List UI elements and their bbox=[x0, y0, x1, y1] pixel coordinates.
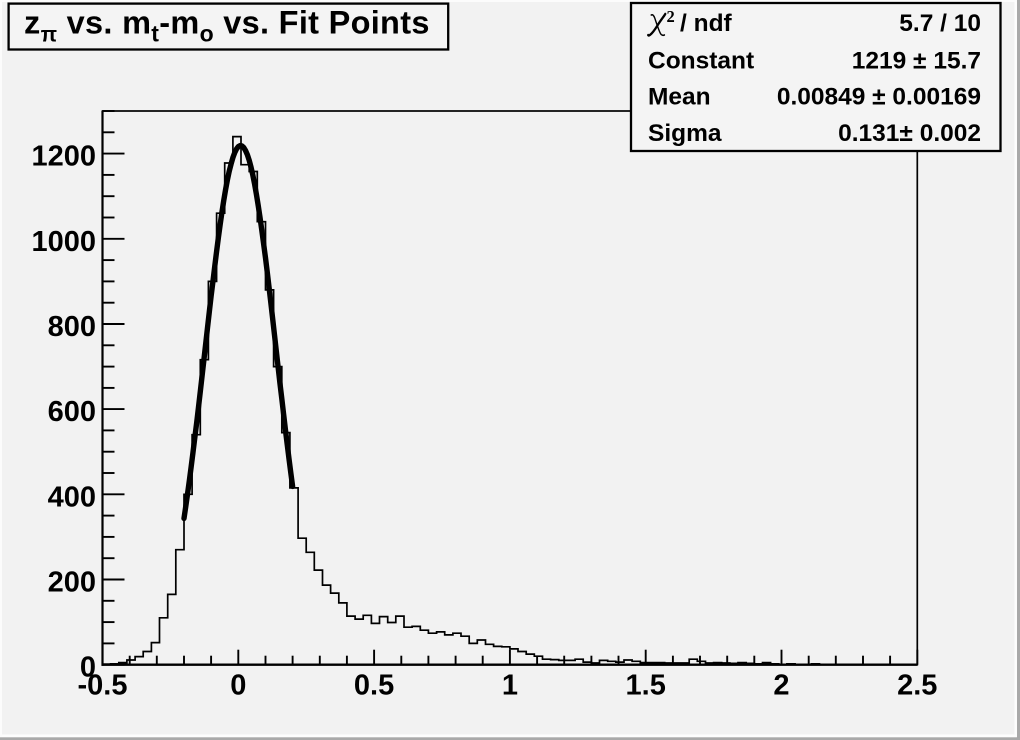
svg-text:400: 400 bbox=[48, 481, 96, 513]
svg-text:0.5: 0.5 bbox=[354, 670, 394, 702]
svg-text:zπ vs. mt-mo vs. Fit Points: zπ vs. mt-mo vs. Fit Points bbox=[24, 5, 430, 47]
svg-text:-0.5: -0.5 bbox=[78, 670, 128, 702]
svg-text:2.5: 2.5 bbox=[897, 670, 937, 702]
svg-text:1: 1 bbox=[502, 670, 518, 702]
svg-text:1000: 1000 bbox=[31, 226, 96, 258]
svg-text:200: 200 bbox=[48, 567, 96, 599]
svg-text:Constant: Constant bbox=[648, 48, 754, 75]
svg-text:2: 2 bbox=[773, 670, 789, 702]
svg-text:Sigma: Sigma bbox=[648, 120, 722, 147]
svg-text:5.7 / 10: 5.7 / 10 bbox=[899, 10, 981, 37]
svg-text:0: 0 bbox=[80, 652, 96, 684]
svg-text:0.131± 0.002: 0.131± 0.002 bbox=[838, 120, 981, 147]
svg-text:1.5: 1.5 bbox=[626, 670, 666, 702]
svg-text:0.00849 ± 0.00169: 0.00849 ± 0.00169 bbox=[777, 84, 981, 111]
svg-text:Mean: Mean bbox=[648, 84, 711, 111]
svg-text:1219 ± 15.7: 1219 ± 15.7 bbox=[852, 48, 981, 75]
svg-text:0: 0 bbox=[230, 670, 246, 702]
svg-text:/ ndf: / ndf bbox=[680, 10, 733, 37]
svg-text:1200: 1200 bbox=[31, 141, 96, 173]
svg-text:600: 600 bbox=[48, 396, 96, 428]
svg-text:2: 2 bbox=[667, 7, 675, 26]
svg-text:800: 800 bbox=[48, 311, 96, 343]
